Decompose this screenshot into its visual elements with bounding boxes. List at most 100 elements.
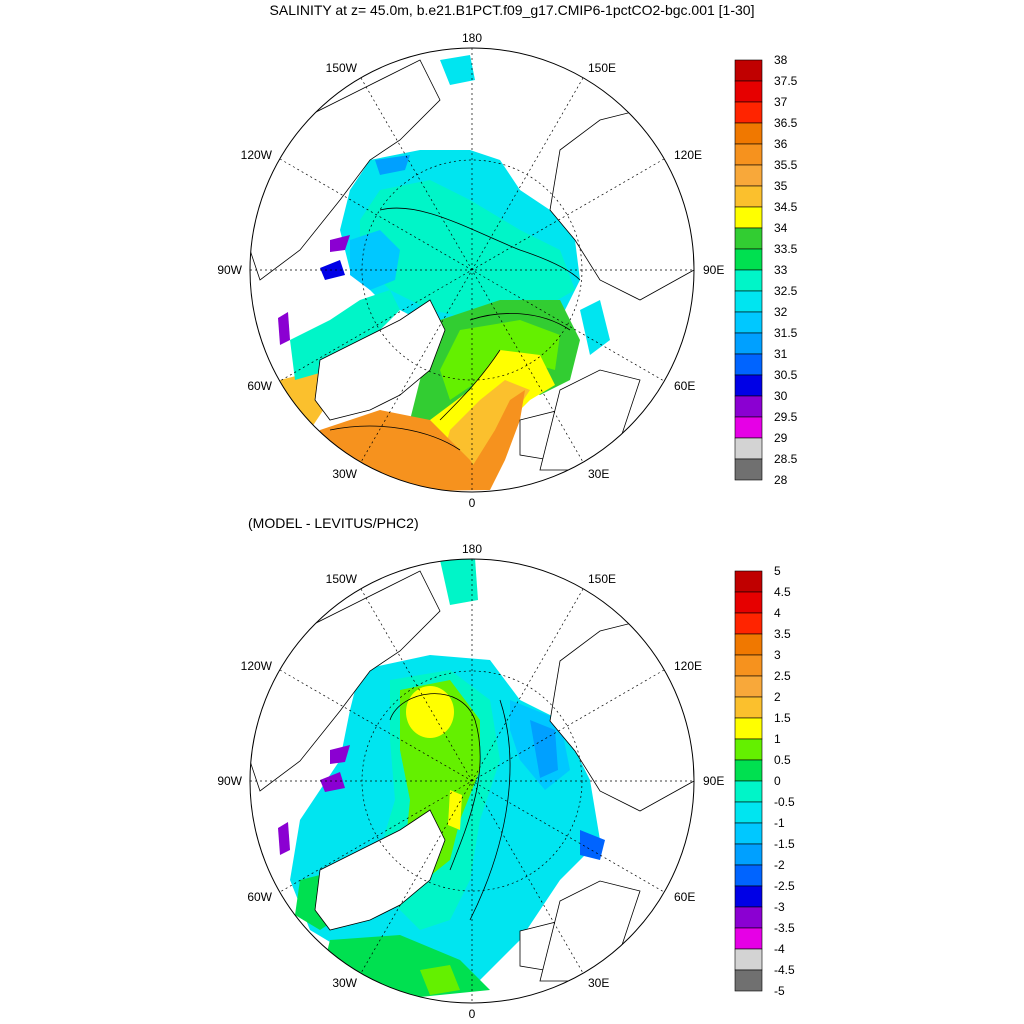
colorbar-label: 37.5: [774, 74, 798, 88]
colorbar-label: 38: [774, 53, 788, 67]
colorbar-label: 35.5: [774, 158, 798, 172]
colorbar-swatch: [734, 164, 763, 187]
colorbar-swatch: [734, 458, 763, 481]
lon-label-60w: 60W: [247, 890, 272, 904]
colorbar-swatch: [734, 759, 763, 782]
difference-subtitle: (MODEL - LEVITUS/PHC2): [248, 515, 419, 531]
colorbar-label: 1: [774, 732, 781, 746]
colorbar-swatch: [734, 185, 763, 208]
colorbar-label: 31.5: [774, 326, 798, 340]
graticule: [250, 559, 694, 1003]
lon-label-30w: 30W: [332, 976, 357, 990]
colorbar-label: 33.5: [774, 242, 798, 256]
colorbar-label: 4: [774, 606, 781, 620]
colorbar-label: 2: [774, 690, 781, 704]
lon-label-0: 0: [469, 1007, 476, 1021]
colorbar-swatch: [734, 332, 763, 355]
colorbar-swatch: [734, 780, 763, 803]
colorbar-swatch: [734, 59, 763, 82]
colorbar-swatch: [734, 864, 763, 887]
difference-colorbar: 5 4.5 4 3.5 3 2.5 2 1.5 1 0.5 0 -0.5 -1 -1.5 -2 -2.5 -3 -…: [734, 564, 795, 998]
colorbar-label: -5: [774, 984, 785, 998]
colorbar-label: 30.5: [774, 368, 798, 382]
lon-label-30e: 30E: [588, 467, 609, 481]
colorbar-swatch: [734, 570, 763, 593]
colorbar-label: 32.5: [774, 284, 798, 298]
map-border: [249, 47, 695, 493]
colorbar-label: -4.5: [774, 963, 795, 977]
colorbar-swatch: [734, 416, 763, 439]
colorbar-swatch: [734, 290, 763, 313]
colorbar-swatch: [734, 353, 763, 376]
colorbar-label: -2: [774, 858, 785, 872]
colorbar-label: -3: [774, 900, 785, 914]
colorbar-label: 0: [774, 774, 781, 788]
colorbar-swatch: [734, 122, 763, 145]
colorbar-label: 30: [774, 389, 788, 403]
colorbar-swatch: [734, 948, 763, 971]
lon-label-150e: 150E: [588, 61, 616, 75]
colorbar-label: -1.5: [774, 837, 795, 851]
lon-label-90e: 90E: [703, 263, 724, 277]
colorbar-label: -3.5: [774, 921, 795, 935]
colorbar-swatch: [734, 633, 763, 656]
lon-label-90w: 90W: [217, 263, 242, 277]
colorbar-label: 5: [774, 564, 781, 578]
colorbar-label: 0.5: [774, 753, 791, 767]
colorbar-label: 29: [774, 431, 788, 445]
colorbar-swatch: [734, 675, 763, 698]
colorbar-label: 36: [774, 137, 788, 151]
colorbar-label: 28.5: [774, 452, 798, 466]
colorbar-swatch: [734, 248, 763, 271]
lon-label-0: 0: [469, 496, 476, 510]
colorbar-swatch: [734, 738, 763, 761]
colorbar-swatch: [734, 906, 763, 929]
lon-label-120w: 120W: [241, 148, 273, 162]
lon-label-30e: 30E: [588, 976, 609, 990]
lon-label-180: 180: [462, 31, 482, 45]
lon-label-30w: 30W: [332, 467, 357, 481]
colorbar-label: 31: [774, 347, 788, 361]
lon-label-60e: 60E: [674, 379, 695, 393]
lon-label-90e: 90E: [703, 774, 724, 788]
colorbar-swatch: [734, 801, 763, 824]
colorbar-swatch: [734, 227, 763, 250]
lon-label-120e: 120E: [674, 659, 702, 673]
lon-label-180: 180: [462, 542, 482, 556]
colorbar-swatch: [734, 591, 763, 614]
colorbar-swatch: [734, 437, 763, 460]
colorbar-label: 29.5: [774, 410, 798, 424]
colorbar-label: -4: [774, 942, 785, 956]
colorbar-label: 37: [774, 95, 788, 109]
lon-label-120w: 120W: [241, 659, 273, 673]
colorbar-label: 2.5: [774, 669, 791, 683]
colorbar-swatch: [734, 206, 763, 229]
colorbar-swatch: [734, 843, 763, 866]
colorbar-swatch: [734, 311, 763, 334]
colorbar-label: -0.5: [774, 795, 795, 809]
lon-label-120e: 120E: [674, 148, 702, 162]
colorbar-label: -2.5: [774, 879, 795, 893]
colorbar-label: 34.5: [774, 200, 798, 214]
colorbar-swatch: [734, 654, 763, 677]
lon-label-150w: 150W: [326, 61, 358, 75]
colorbar-swatch: [734, 969, 763, 992]
colorbar-label: 3: [774, 648, 781, 662]
colorbar-label: 35: [774, 179, 788, 193]
colorbar-swatch: [734, 717, 763, 740]
lon-label-150w: 150W: [326, 572, 358, 586]
colorbar-swatch: [734, 269, 763, 292]
colorbar-swatch: [734, 696, 763, 719]
salinity-map: 180 0 90W 90E 150W 150E 120W 120E 60W 60…: [217, 31, 724, 510]
lon-label-150e: 150E: [588, 572, 616, 586]
lon-label-90w: 90W: [217, 774, 242, 788]
colorbar-label: 28: [774, 473, 788, 487]
colorbar-label: 33: [774, 263, 788, 277]
lon-label-60e: 60E: [674, 890, 695, 904]
colorbar-swatch: [734, 80, 763, 103]
colorbar-label: 32: [774, 305, 788, 319]
map-border: [249, 558, 695, 1004]
colorbar-label: 4.5: [774, 585, 791, 599]
colorbar-label: 3.5: [774, 627, 791, 641]
